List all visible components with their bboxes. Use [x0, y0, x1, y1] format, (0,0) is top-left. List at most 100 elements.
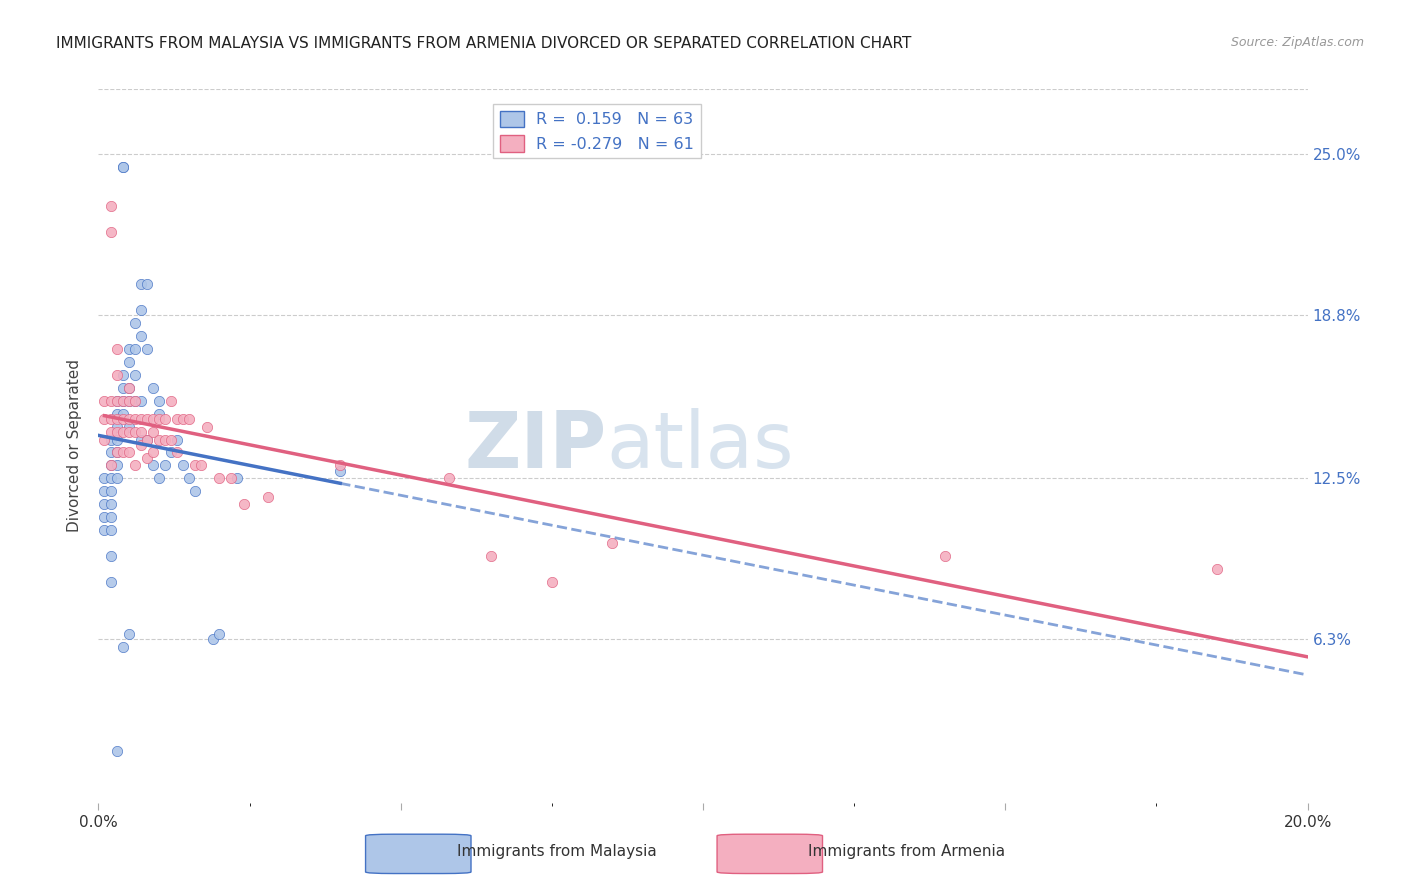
Point	[105, 393, 128, 408]
Point	[100, 433, 122, 447]
Point	[129, 302, 152, 317]
Point	[148, 407, 170, 421]
Point	[153, 458, 176, 473]
Point	[208, 627, 231, 641]
Point	[93, 510, 115, 524]
Point	[148, 411, 170, 425]
Point	[437, 471, 460, 485]
Point	[100, 199, 122, 213]
Point	[118, 627, 141, 641]
Point	[329, 464, 352, 478]
Point	[100, 497, 122, 511]
Point	[111, 640, 134, 654]
Point	[105, 393, 128, 408]
Point	[105, 471, 128, 485]
Point	[184, 458, 207, 473]
Point	[100, 425, 122, 439]
Point	[135, 450, 157, 465]
Point	[105, 411, 128, 425]
Point	[135, 433, 157, 447]
Point	[166, 433, 188, 447]
Point	[105, 458, 128, 473]
Point	[153, 433, 176, 447]
Point	[129, 393, 152, 408]
Point	[129, 425, 152, 439]
Point	[105, 425, 128, 439]
Point	[166, 411, 188, 425]
Point	[111, 393, 134, 408]
Point	[129, 328, 152, 343]
Point	[118, 393, 141, 408]
Point	[124, 458, 146, 473]
Point	[226, 471, 249, 485]
Point	[111, 407, 134, 421]
Point	[148, 393, 170, 408]
Text: atlas: atlas	[606, 408, 794, 484]
Text: Immigrants from Armenia: Immigrants from Armenia	[808, 845, 1005, 859]
Point	[129, 433, 152, 447]
Point	[208, 471, 231, 485]
Text: IMMIGRANTS FROM MALAYSIA VS IMMIGRANTS FROM ARMENIA DIVORCED OR SEPARATED CORREL: IMMIGRANTS FROM MALAYSIA VS IMMIGRANTS F…	[56, 36, 911, 51]
Point	[124, 342, 146, 356]
Point	[93, 393, 115, 408]
Point	[124, 393, 146, 408]
Legend: R =  0.159   N = 63, R = -0.279   N = 61: R = 0.159 N = 63, R = -0.279 N = 61	[494, 104, 700, 158]
Point	[111, 445, 134, 459]
Point	[93, 433, 115, 447]
Point	[129, 438, 152, 452]
Point	[195, 419, 218, 434]
Point	[105, 445, 128, 459]
Text: ZIP: ZIP	[464, 408, 606, 484]
Point	[148, 433, 170, 447]
Point	[256, 490, 278, 504]
Point	[129, 277, 152, 291]
Point	[111, 368, 134, 382]
Point	[100, 458, 122, 473]
Point	[111, 393, 134, 408]
Point	[129, 411, 152, 425]
Y-axis label: Divorced or Separated: Divorced or Separated	[67, 359, 83, 533]
Point	[100, 575, 122, 590]
Point	[172, 458, 194, 473]
Point	[135, 411, 157, 425]
Point	[118, 381, 141, 395]
Point	[100, 393, 122, 408]
Point	[202, 632, 225, 647]
Point	[124, 393, 146, 408]
Point	[142, 411, 165, 425]
Point	[124, 368, 146, 382]
Point	[100, 549, 122, 564]
Point	[329, 458, 352, 473]
Point	[172, 411, 194, 425]
Point	[111, 160, 134, 174]
Point	[100, 445, 122, 459]
Point	[100, 411, 122, 425]
Point	[142, 381, 165, 395]
Point	[179, 471, 201, 485]
Point	[184, 484, 207, 499]
Point	[93, 524, 115, 538]
Point	[124, 411, 146, 425]
Point	[100, 510, 122, 524]
Point	[160, 433, 183, 447]
Point	[100, 524, 122, 538]
Point	[481, 549, 503, 564]
Point	[160, 445, 183, 459]
Point	[602, 536, 624, 550]
Point	[118, 342, 141, 356]
Point	[221, 471, 243, 485]
Point	[93, 484, 115, 499]
Point	[540, 575, 562, 590]
Point	[118, 354, 141, 368]
Point	[105, 407, 128, 421]
Point	[166, 445, 188, 459]
FancyBboxPatch shape	[366, 834, 471, 873]
Point	[100, 484, 122, 499]
Point	[118, 393, 141, 408]
Point	[135, 277, 157, 291]
Point	[93, 411, 115, 425]
Point	[124, 425, 146, 439]
Point	[934, 549, 956, 564]
Point	[118, 425, 141, 439]
Point	[93, 471, 115, 485]
